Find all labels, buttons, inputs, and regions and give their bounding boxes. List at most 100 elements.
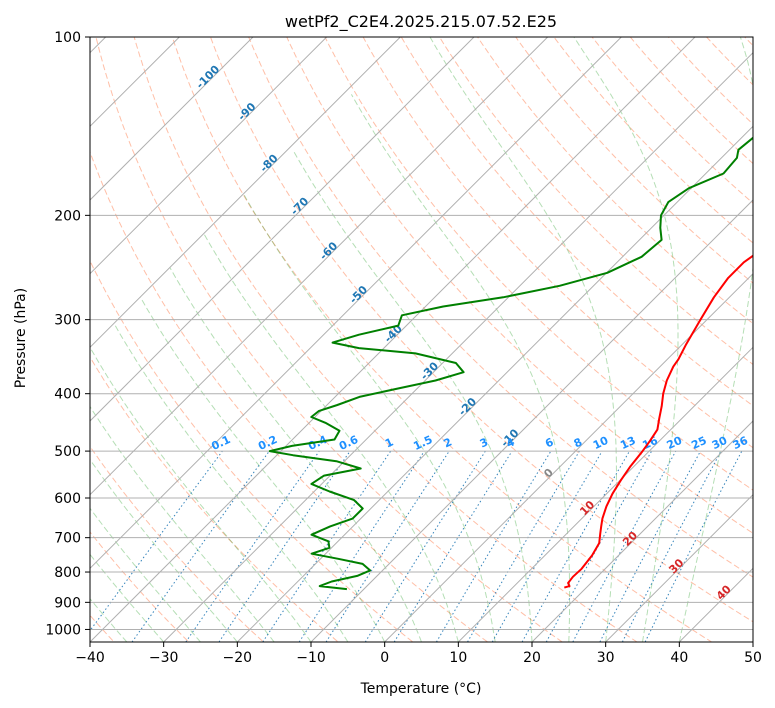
mixing-ratio-line-3 (218, 450, 351, 642)
y-tick-label: 900 (54, 595, 81, 611)
isotherm-gridline (678, 567, 753, 642)
isotherm-label: -20 (456, 395, 479, 418)
isotherm-gridline (90, 37, 254, 201)
dry-adiabat-16 (438, 37, 753, 366)
dry-adiabat-3 (90, 445, 265, 642)
dry-adiabat-13 (324, 37, 753, 491)
mixing-ratio-line-10 (467, 450, 580, 642)
x-tick-label: 30 (597, 650, 615, 666)
mixing-ratio-line-0 (90, 450, 223, 632)
dry-adiabat-19 (553, 37, 753, 244)
dry-adiabat-5 (90, 259, 414, 642)
y-tick-label: 500 (54, 444, 81, 460)
plot-area: -100-90-80-70-60-50-40-30-20-10010203040… (90, 25, 775, 648)
y-tick-label: 400 (54, 387, 81, 403)
moist-adiabat-1 (90, 597, 128, 642)
isotherm-gridline (90, 37, 475, 422)
isotherm-label: 30 (666, 556, 686, 576)
x-tick-label: −30 (149, 650, 179, 666)
x-tick-label: 20 (523, 650, 541, 666)
dry-adiabat-25 (771, 25, 775, 648)
mixing-ratio-label: 8 (572, 435, 584, 450)
axes: −40 −30 −20 −10 0 10 20 30 40 50 100 200 300 400 500 60… (45, 30, 762, 666)
y-tick-label: 600 (54, 491, 81, 507)
isotherm-gridline (163, 51, 753, 642)
mixing-ratio-label: 3 (478, 435, 490, 450)
dry-adiabat-20 (591, 37, 753, 204)
x-tick-label: 50 (744, 650, 762, 666)
mixing-ratio-line-17 (644, 450, 743, 642)
x-tick-label: −10 (296, 650, 326, 666)
isotherm-gridline (310, 199, 753, 642)
isotherm-label: -40 (382, 322, 405, 345)
mixing-ratio-line-9 (435, 450, 552, 642)
isotherm-gridline (531, 420, 753, 642)
isotherm-gridline (90, 37, 401, 349)
isotherm-gridline (90, 37, 622, 570)
mixing-ratio-line-12 (521, 450, 630, 642)
moist-adiabat-6 (90, 347, 312, 642)
mixing-ratio-line-8 (393, 450, 513, 642)
moist-adiabat-15 (573, 37, 679, 642)
mixing-ratio-label: 13 (618, 434, 637, 452)
mixing-ratio-label: 25 (689, 434, 708, 452)
dry-adiabat-14 (362, 37, 753, 449)
dry-adiabat-15 (400, 37, 753, 407)
isotherm-label: -100 (194, 63, 223, 92)
isotherm-gridline (605, 493, 753, 642)
moist-adiabat-16 (678, 37, 753, 642)
dry-adiabat-6 (90, 150, 489, 642)
chart-title: wetPf2_C2E4.2025.215.07.52.E25 (285, 12, 557, 32)
dry-adiabat-21 (629, 37, 753, 165)
dry-adiabat-8 (133, 37, 638, 642)
dry-adiabat-24 (744, 37, 753, 47)
isotherm-gridline (90, 37, 696, 642)
isotherm-label: -90 (235, 100, 258, 123)
isotherm-label: -60 (317, 239, 340, 262)
mixing-ratio-line-6 (325, 450, 450, 642)
mixing-ratio-label: 36 (731, 434, 751, 452)
isotherm-label: -80 (257, 152, 280, 175)
dry-adiabat-11 (248, 37, 753, 578)
mixing-ratio-line-14 (572, 450, 677, 642)
isotherm-gridline (384, 272, 753, 642)
y-tick-label: 300 (54, 313, 81, 329)
x-tick-label: −20 (223, 650, 253, 666)
isotherm-gridline (236, 125, 753, 642)
mixing-ratio-label: 1.5 (411, 433, 434, 453)
mixing-ratio-line-2 (185, 450, 320, 642)
isotherm-label: -50 (347, 283, 370, 306)
mixing-ratio-label: 0.6 (337, 433, 360, 453)
dry-adiabat-23 (705, 37, 753, 86)
temperature-profile (564, 254, 753, 589)
x-tick-label: −40 (75, 650, 105, 666)
dry-adiabat-10 (209, 37, 753, 623)
dry-adiabat-2 (90, 531, 190, 642)
moist-adiabat-5 (90, 405, 275, 642)
y-tick-label: 700 (54, 531, 81, 547)
x-tick-label: 40 (670, 650, 688, 666)
mixing-ratio-label: 10 (591, 434, 611, 452)
x-tick-label: 10 (449, 650, 467, 666)
moist-adiabat-8 (139, 297, 386, 642)
moist-adiabat-2 (90, 553, 165, 642)
isotherm-label: 40 (714, 582, 734, 602)
mixing-ratio-label: 1 (383, 435, 395, 450)
moist-adiabat-13 (350, 94, 571, 642)
dry-adiabat-9 (171, 37, 713, 642)
moist-adiabat-11 (243, 195, 496, 642)
moist-adiabat-4 (90, 458, 238, 642)
mixing-ratio-line-5 (298, 450, 425, 642)
dry-adiabat-17 (476, 37, 753, 325)
mixing-ratio-line-13 (545, 450, 653, 642)
dewpoint-profile (268, 136, 753, 591)
mixing-ratio-line-7 (364, 450, 486, 642)
y-tick-label: 100 (54, 30, 81, 46)
isotherm-gridline (457, 346, 753, 642)
isotherm-label: -70 (288, 194, 311, 217)
mixing-ratio-label: 0.1 (209, 433, 232, 453)
isotherm-gridline (752, 641, 753, 642)
plot-frame (89, 36, 754, 643)
dry-adiabat-18 (515, 37, 753, 284)
